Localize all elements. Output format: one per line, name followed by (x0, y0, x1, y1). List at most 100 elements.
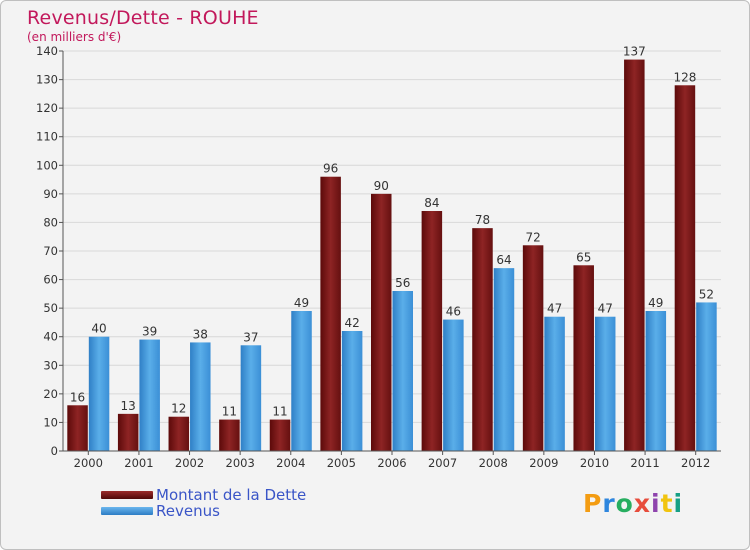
y-tick-label: 90 (43, 187, 58, 201)
proxiti-logo: Proxiti (583, 489, 683, 518)
data-label-dette: 11 (222, 405, 237, 419)
bar-dette (117, 413, 139, 451)
bar-dette (421, 211, 443, 451)
x-tick-label: 2008 (479, 456, 508, 470)
bar-dette (67, 405, 88, 451)
bar-revenus (341, 331, 363, 451)
data-label-revenus: 40 (91, 322, 106, 336)
bar-dette (269, 419, 291, 451)
y-tick-label: 40 (43, 330, 58, 344)
bar-revenus (696, 302, 717, 451)
logo-letter: o (615, 489, 634, 518)
data-label-revenus: 49 (648, 296, 663, 310)
x-tick-label: 2002 (175, 456, 204, 470)
data-label-revenus: 64 (496, 253, 511, 267)
bar-dette (624, 59, 645, 451)
data-label-dette: 13 (121, 399, 136, 413)
grid-layer (63, 50, 721, 423)
x-tick-label: 2004 (276, 456, 305, 470)
data-label-revenus: 46 (446, 305, 461, 319)
y-tick-label: 100 (36, 158, 58, 172)
legend-label-dette: Montant de la Dette (156, 486, 307, 504)
bar-dette (320, 176, 341, 451)
bar-revenus (291, 311, 312, 451)
data-label-revenus: 42 (344, 316, 359, 330)
legend: Montant de la Dette Revenus (101, 486, 307, 520)
y-tick-label: 120 (36, 101, 58, 115)
y-tick-label: 80 (43, 215, 58, 229)
data-label-dette: 72 (525, 230, 540, 244)
logo-letter: P (583, 489, 603, 518)
legend-swatch-revenus (101, 507, 153, 515)
data-label-dette: 11 (272, 405, 287, 419)
bar-dette (674, 85, 696, 452)
x-tick-label: 2006 (377, 456, 406, 470)
data-label-revenus: 47 (598, 302, 613, 316)
logo-letter: t (660, 489, 674, 518)
data-label-revenus: 37 (243, 330, 258, 344)
data-label-dette: 137 (623, 45, 646, 59)
x-tick-label: 2012 (681, 456, 710, 470)
data-label-revenus: 49 (294, 296, 309, 310)
y-tick-label: 130 (36, 73, 58, 87)
data-label-revenus: 39 (142, 325, 157, 339)
x-tick-label: 2007 (428, 456, 457, 470)
bar-revenus (493, 268, 515, 451)
data-label-dette: 78 (475, 213, 490, 227)
bar-dette (168, 416, 190, 451)
legend-item-revenus: Revenus (101, 502, 306, 520)
y-tick-label: 50 (43, 301, 58, 315)
data-label-dette: 84 (424, 196, 439, 210)
x-tick-label: 2005 (327, 456, 356, 470)
chart-subtitle: (en milliers d'€) (27, 30, 122, 44)
data-label-revenus: 38 (193, 327, 208, 341)
data-label-revenus: 47 (547, 302, 562, 316)
y-tick-label: 140 (36, 44, 58, 58)
data-label-revenus: 56 (395, 276, 410, 290)
bar-dette (219, 419, 240, 451)
y-tick-label: 60 (43, 273, 58, 287)
bar-revenus (594, 316, 616, 451)
x-tick-label: 2011 (630, 456, 659, 470)
x-tick-label: 2000 (74, 456, 103, 470)
logo-letter: i (651, 489, 661, 518)
data-label-dette: 90 (374, 179, 389, 193)
legend-item-dette: Montant de la Dette (101, 486, 307, 504)
bar-dette (573, 265, 594, 451)
x-tick-label: 2010 (580, 456, 609, 470)
legend-label-revenus: Revenus (156, 502, 220, 520)
y-tick-label: 70 (43, 244, 58, 258)
x-tick-label: 2009 (529, 456, 558, 470)
chart-title: Revenus/Dette - ROUHE (27, 7, 259, 29)
bar-revenus (544, 316, 565, 451)
data-label-dette: 12 (171, 402, 186, 416)
legend-swatch-dette (101, 491, 153, 499)
data-label-dette: 96 (323, 162, 338, 176)
y-tick-label: 110 (36, 130, 58, 144)
bar-revenus (645, 311, 667, 451)
bar-dette (472, 228, 493, 451)
bars-layer: 16 40 13 39 12 38 11 37 11 49 96 42 90 56 84 46 78 64 72 47… (67, 45, 717, 452)
data-label-dette: 65 (576, 250, 591, 264)
y-tick-label: 20 (43, 387, 58, 401)
bar-revenus (392, 291, 413, 451)
y-tick-label: 10 (43, 415, 58, 429)
bar-revenus (240, 345, 262, 451)
bar-dette (522, 245, 544, 451)
logo-letter: x (633, 489, 651, 518)
bar-revenus (139, 339, 160, 451)
x-tick-label: 2001 (124, 456, 153, 470)
bar-revenus (443, 319, 464, 451)
axis-layer: 0 10 20 30 40 50 60 70 80 90 100 110 120 130 140 2000 20… (36, 44, 721, 470)
y-tick-label: 0 (51, 444, 58, 458)
y-tick-label: 30 (43, 358, 58, 372)
bar-dette (371, 193, 392, 451)
data-label-dette: 16 (70, 390, 85, 404)
logo-letter: i (673, 489, 684, 518)
data-label-dette: 128 (673, 70, 696, 84)
bar-revenus (190, 342, 211, 451)
data-label-revenus: 52 (699, 287, 714, 301)
x-tick-label: 2003 (226, 456, 255, 470)
